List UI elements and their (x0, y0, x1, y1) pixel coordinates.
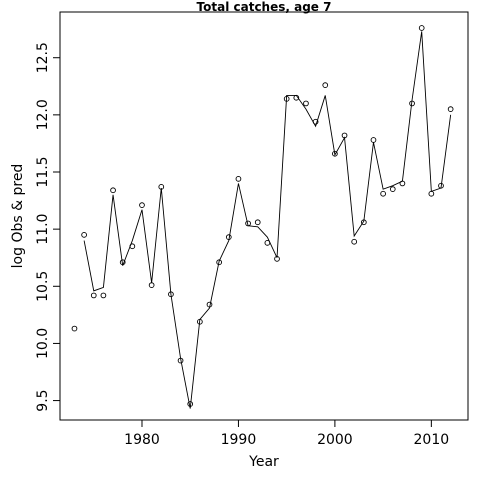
chart-title: Total catches, age 7 (197, 0, 332, 14)
data-point (129, 243, 136, 250)
data-point (245, 220, 251, 227)
data-point (303, 100, 309, 107)
plot-frame (59, 11, 469, 421)
data-point (81, 232, 87, 238)
x-axis-label: Year (248, 454, 279, 470)
data-point (274, 256, 280, 262)
y-tick-label: 11.0 (35, 214, 51, 245)
data-point (100, 292, 107, 299)
y-tick-label: 10.5 (35, 271, 51, 302)
x-tick-label: 1990 (221, 432, 257, 448)
x-axis: 1980 1990 2000 2010 (124, 420, 449, 448)
data-point (148, 282, 155, 288)
data-point (283, 96, 290, 102)
x-tick-label: 2010 (414, 432, 450, 448)
data-point (293, 94, 300, 101)
x-tick-label: 1980 (124, 432, 160, 448)
data-point (447, 106, 454, 112)
data-point (90, 292, 97, 299)
data-point (71, 325, 78, 332)
data-point (312, 118, 319, 125)
data-point (341, 132, 348, 139)
y-axis-label: log Obs & pred (10, 164, 26, 269)
data-point (322, 82, 329, 88)
data-point (206, 301, 213, 308)
data-point (418, 25, 425, 31)
data-point (438, 182, 444, 189)
data-point (254, 219, 261, 226)
data-point (139, 202, 145, 208)
y-tick-label: 12.5 (35, 42, 51, 73)
data-point (187, 401, 194, 407)
y-tick-label: 10.0 (35, 328, 51, 359)
data-point (216, 259, 222, 266)
x-tick-label: 2000 (317, 432, 353, 448)
data-point (158, 184, 165, 190)
y-axis: 9.5 10.0 10.5 11.0 11.5 12.0 12.5 (35, 42, 60, 412)
data-point (351, 238, 358, 245)
data-point (119, 259, 126, 266)
data-point (409, 100, 415, 107)
y-tick-label: 12.0 (35, 99, 51, 130)
y-tick-label: 11.5 (35, 156, 51, 187)
data-point (389, 186, 396, 192)
series-points-observed (71, 25, 454, 407)
series-line-predicted (83, 31, 452, 409)
data-point (235, 176, 242, 182)
data-point (428, 190, 435, 197)
y-tick-label: 9.5 (35, 389, 51, 411)
data-point (197, 318, 203, 325)
data-point (168, 291, 174, 298)
data-point (332, 150, 338, 157)
data-point (370, 137, 377, 143)
data-point (399, 180, 406, 187)
data-point (380, 190, 386, 197)
data-point (360, 219, 367, 226)
data-point (177, 357, 184, 364)
data-point (225, 234, 232, 240)
data-point (264, 240, 271, 246)
data-point (110, 187, 116, 194)
